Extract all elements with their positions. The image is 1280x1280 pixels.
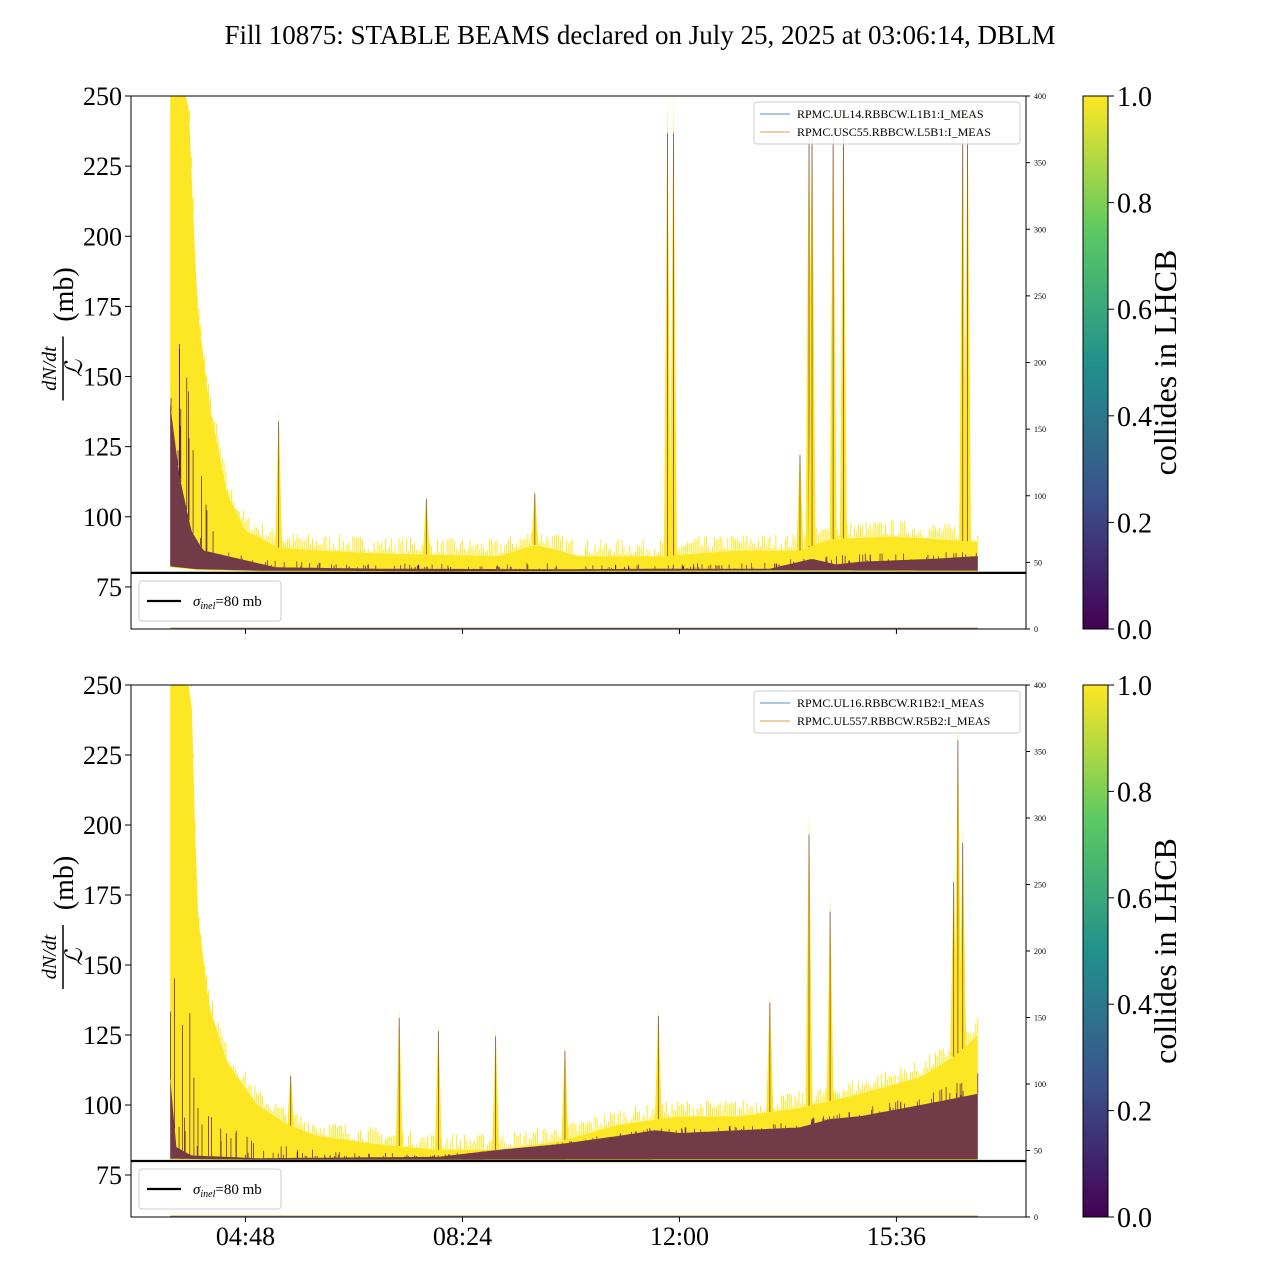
y-right-tick-label: 50 (1034, 558, 1042, 567)
baseline-legend: σinel=80 mb (138, 580, 282, 622)
colorbar-tick-label: 0.4 (1117, 402, 1152, 433)
baseline-legend-box (138, 580, 282, 622)
colorbar-gradient (1082, 684, 1109, 1218)
y-tick-label: 175 (83, 292, 122, 321)
y-tick-label: 200 (83, 811, 122, 840)
colorbar-gradient (1082, 95, 1109, 630)
y-right-tick-label: 300 (1034, 814, 1046, 823)
x-tick-label: 04:48 (216, 1222, 275, 1251)
series-noise (190, 685, 979, 1150)
x-axis (245, 629, 897, 634)
series-legend: RPMC.UL16.RBBCW.R1B2:I_MEAS RPMC.UL557.RB… (753, 690, 1021, 734)
baseline-legend: σinel=80 mb (138, 1168, 282, 1210)
series-spikes (287, 713, 967, 1150)
colorbar-tick-label: 1.0 (1117, 82, 1152, 113)
y-right-tick-label: 250 (1034, 292, 1046, 301)
colorbar-label: collides in LHCB (1147, 250, 1183, 476)
y-right-tick-label: 350 (1034, 748, 1046, 757)
legend-box (753, 690, 1021, 734)
colorbar-tick-label: 1.0 (1117, 671, 1152, 702)
y-right-tick-label: 400 (1034, 681, 1046, 690)
y-tick-label: 250 (83, 82, 122, 111)
y-axis-left: 75 100 125 150 175 200 225 250 (83, 671, 131, 1190)
y-label-denominator: ℒ (62, 359, 88, 377)
y-tick-label: 75 (96, 573, 122, 602)
y-axis-right: 0 50 100 150 200 250 300 350 400 (1026, 681, 1046, 1222)
y-label-denominator: ℒ (62, 948, 88, 966)
baseline-legend-label: σinel=80 mb (193, 594, 262, 612)
legend-label: RPMC.UL14.RBBCW.L1B1:I_MEAS (797, 107, 984, 121)
series-fill-not-colliding (170, 1077, 978, 1160)
colorbar-tick-label: 0.2 (1117, 1097, 1152, 1128)
colorbar-tick-label: 0.4 (1117, 990, 1152, 1021)
y-right-tick-label: 0 (1034, 625, 1038, 634)
y-label-unit: (mb) (49, 267, 80, 321)
x-tick-label: 12:00 (650, 1222, 709, 1251)
legend-label: RPMC.UL557.RBBCW.R5B2:I_MEAS (797, 714, 990, 728)
y-right-tick-label: 50 (1034, 1147, 1042, 1156)
y-label-unit: (mb) (49, 856, 80, 910)
y-axis-left: 75 100 125 150 175 200 225 250 (83, 82, 131, 602)
y-right-tick-label: 350 (1034, 159, 1046, 168)
y-tick-label: 125 (83, 433, 122, 462)
colorbar-tick-label: 0.0 (1117, 1203, 1152, 1234)
y-tick-label: 225 (83, 152, 122, 181)
colorbar-tick-label: 0.2 (1117, 508, 1152, 539)
colorbar-tick-label: 0.0 (1117, 615, 1152, 646)
y-tick-label: 150 (83, 363, 122, 392)
plot-area (169, 685, 979, 1217)
y-right-tick-label: 150 (1034, 1014, 1046, 1023)
y-right-tick-label: 0 (1034, 1213, 1038, 1222)
colorbar: 0.0 0.2 0.4 0.6 0.8 1.0 collides in LHCB (1082, 671, 1183, 1234)
y-tick-label: 175 (83, 881, 122, 910)
y-tick-label: 250 (83, 671, 122, 700)
legend-label: RPMC.USC55.RBBCW.L5B1:I_MEAS (797, 125, 991, 139)
y-right-tick-label: 200 (1034, 947, 1046, 956)
colorbar-tick-label: 0.8 (1117, 189, 1152, 220)
series-noise (188, 111, 979, 557)
y-tick-label: 150 (83, 951, 122, 980)
colorbar-tick-label: 0.6 (1117, 295, 1152, 326)
baseline-legend-label: σinel=80 mb (193, 1182, 262, 1200)
baseline-legend-box (138, 1168, 282, 1210)
series-legend: RPMC.UL14.RBBCW.L1B1:I_MEAS RPMC.USC55.RB… (753, 101, 1021, 145)
colorbar-label: collides in LHCB (1147, 838, 1183, 1064)
x-tick-label: 08:24 (433, 1222, 492, 1251)
legend-box (753, 101, 1021, 145)
y-right-tick-label: 400 (1034, 92, 1046, 101)
x-tick-label: 15:36 (867, 1222, 926, 1251)
series-spikes (275, 96, 972, 557)
y-right-tick-label: 250 (1034, 881, 1046, 890)
y-label-numerator: dN/dt (39, 346, 61, 391)
panel-top: 75 100 125 150 175 200 225 250 0 50 100 150 200 250 30… (39, 82, 1183, 646)
y-right-tick-label: 200 (1034, 359, 1046, 368)
y-tick-label: 125 (83, 1021, 122, 1050)
legend-label: RPMC.UL16.RBBCW.R1B2:I_MEAS (797, 696, 984, 710)
y-axis-right: 0 50 100 150 200 250 300 350 400 (1026, 92, 1046, 634)
y-right-tick-label: 100 (1034, 1080, 1046, 1089)
y-right-tick-label: 100 (1034, 492, 1046, 501)
y-right-tick-label: 300 (1034, 225, 1046, 234)
y-tick-label: 225 (83, 741, 122, 770)
y-right-tick-label: 150 (1034, 425, 1046, 434)
colorbar-tick-label: 0.8 (1117, 777, 1152, 808)
series-fill-collides (170, 96, 978, 572)
x-axis: 04:48 08:24 12:00 15:36 (216, 1217, 926, 1251)
y-axis-label: dN/dt ℒ (mb) (39, 856, 88, 989)
series-streaks (170, 344, 977, 570)
panel-bottom: 75 100 125 150 175 200 225 250 0 50 100 150 200 250 30… (39, 671, 1183, 1251)
y-tick-label: 100 (83, 503, 122, 532)
figure-title: Fill 10875: STABLE BEAMS declared on Jul… (224, 20, 1055, 50)
y-axis-label: dN/dt ℒ (mb) (39, 267, 88, 401)
plot-area (170, 96, 979, 629)
colorbar-tick-label: 0.6 (1117, 884, 1152, 915)
y-tick-label: 75 (96, 1161, 122, 1190)
series-streaks (169, 978, 979, 1159)
y-tick-label: 100 (83, 1091, 122, 1120)
colorbar: 0.0 0.2 0.4 0.6 0.8 1.0 collides in LHCB (1082, 82, 1183, 646)
y-tick-label: 200 (83, 222, 122, 251)
y-label-numerator: dN/dt (39, 934, 61, 979)
